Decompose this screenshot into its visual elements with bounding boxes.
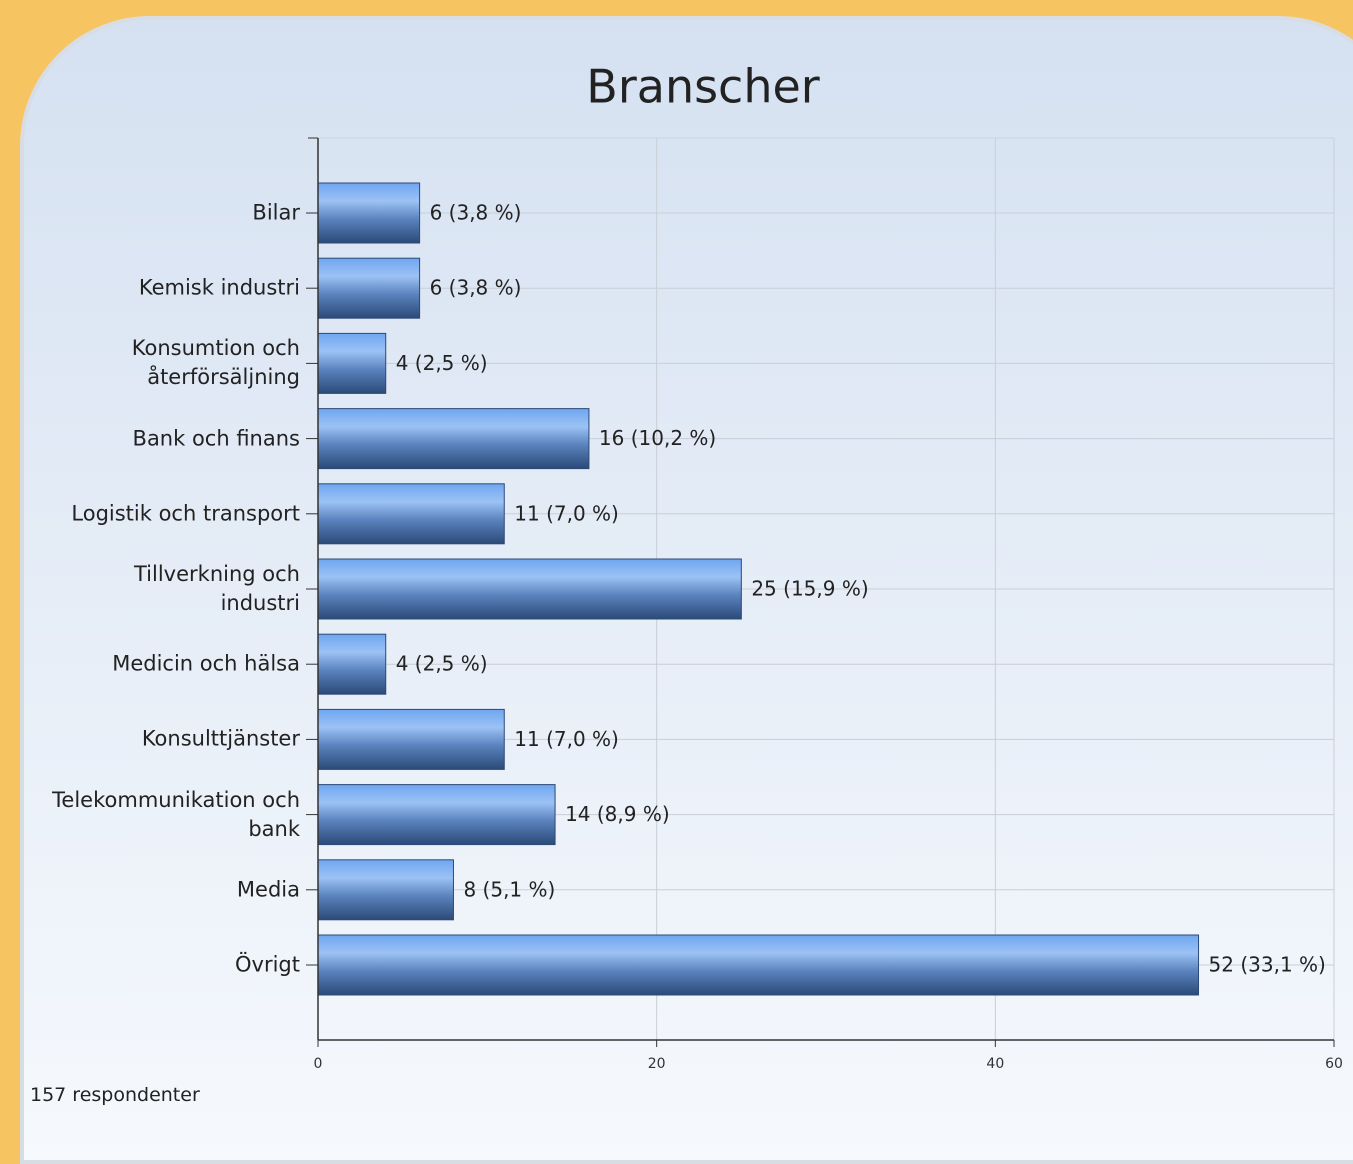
y-tick-label: Kemisk industri (138, 275, 300, 300)
bar (317, 784, 556, 846)
footnote: 157 respondenter (30, 1084, 200, 1106)
y-tick-label: Bilar (252, 200, 300, 225)
bar (317, 859, 454, 921)
bar (317, 633, 387, 695)
value-label: 6 (3,8 %) (430, 201, 522, 225)
x-tick-label: 60 (1325, 1056, 1343, 1072)
y-tick-label: Tillverkning och industri (134, 562, 300, 615)
chart: Branscher 0 20 40 60 6 (3,8 %) 6 (3,8 %) 4 (2,… (306, 60, 1343, 1072)
value-label: 4 (2,5 %) (396, 652, 488, 676)
value-label: 11 (7,0 %) (514, 727, 619, 751)
value-label: 11 (7,0 %) (514, 501, 619, 525)
x-tick-label: 0 (314, 1056, 323, 1072)
y-tick-label: Medicin och hälsa (112, 651, 300, 676)
value-label: 8 (5,1 %) (463, 877, 555, 901)
y-tick-label: Konsulttjänster (141, 726, 300, 751)
page: Branscher 0 20 40 60 6 (3,8 %) 6 (3,8 %) 4 (2,… (20, 16, 1353, 1164)
bar (317, 708, 505, 770)
y-tick-label: Telekommunikation och bank (52, 787, 300, 841)
bar (317, 332, 387, 394)
x-tick-label: 40 (986, 1056, 1004, 1072)
y-tick-label: Bank och finans (132, 426, 300, 451)
y-tick-label: Övrigt (235, 952, 300, 977)
bar (317, 408, 590, 470)
value-label: 6 (3,8 %) (430, 276, 522, 300)
value-label: 25 (15,9 %) (751, 577, 868, 601)
bar (317, 558, 742, 620)
value-label: 52 (33,1 %) (1209, 953, 1326, 977)
x-tick-label: 20 (648, 1056, 666, 1072)
bar (317, 182, 421, 244)
y-tick-label: Media (236, 877, 300, 902)
bar (317, 934, 1200, 996)
y-tick-label: Logistik och transport (71, 501, 300, 526)
y-tick-label: Konsumtion och återförsäljning (131, 336, 300, 390)
value-label: 4 (2,5 %) (396, 351, 488, 375)
chart-title: Branscher (586, 60, 820, 114)
value-label: 16 (10,2 %) (599, 426, 716, 450)
value-label: 14 (8,9 %) (565, 802, 670, 826)
bar (317, 257, 421, 319)
bar (317, 483, 505, 545)
